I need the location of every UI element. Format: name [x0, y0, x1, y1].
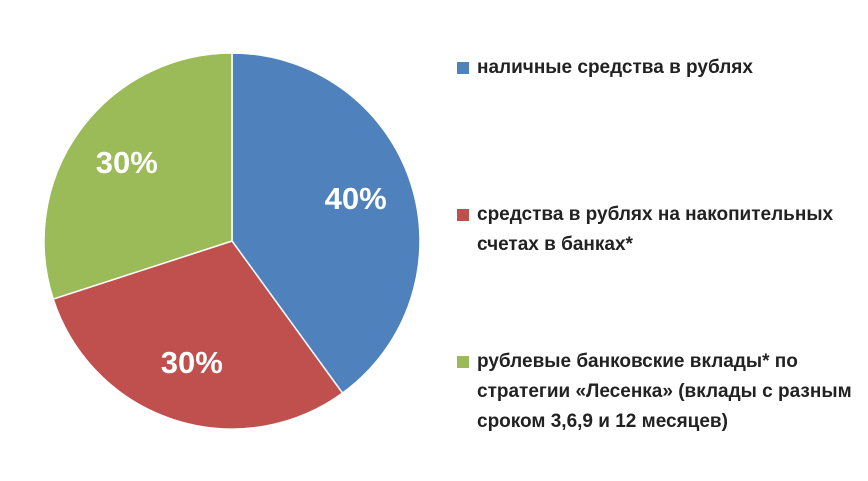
legend-swatch	[457, 62, 469, 74]
legend-entry: наличные средства в рублях	[457, 53, 852, 83]
legend-swatch	[457, 356, 469, 368]
pie-slice	[43, 52, 233, 301]
data-label: 30%	[96, 145, 158, 180]
legend-label: наличные средства в рублях	[477, 57, 753, 78]
legend-label: средства в рублях на накопительных счета…	[477, 204, 834, 255]
legend-label: рублевые банковские вклады* по стратегии…	[477, 351, 852, 432]
pie-slice	[231, 52, 421, 395]
data-label: 40%	[325, 181, 387, 216]
legend-entry: рублевые банковские вклады* по стратегии…	[457, 347, 852, 437]
data-label: 30%	[161, 345, 223, 380]
legend-entry: средства в рублях на накопительных счета…	[457, 200, 852, 260]
pie-slice	[52, 240, 344, 430]
legend-swatch	[457, 209, 469, 221]
